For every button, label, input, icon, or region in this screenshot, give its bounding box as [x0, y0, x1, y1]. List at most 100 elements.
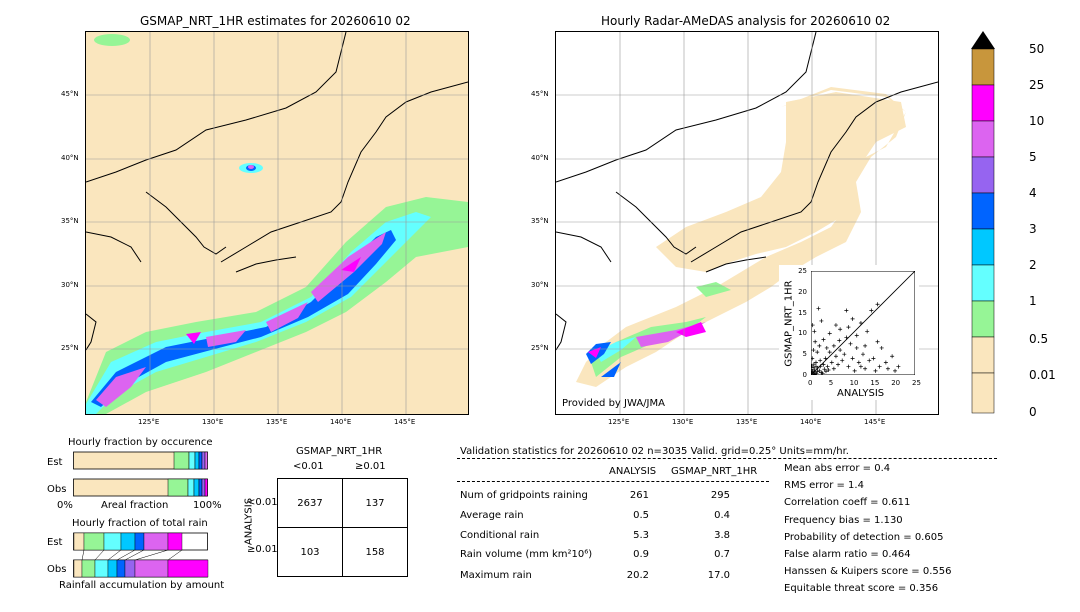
occurrence-bars: [73, 451, 208, 497]
scatter-point: [871, 356, 876, 361]
colorbar-label: 50: [1029, 42, 1045, 56]
scatter-point: [833, 323, 838, 328]
scatter-point: [813, 339, 818, 344]
lat-label: 40°N: [531, 154, 549, 162]
lat-label: 35°N: [531, 217, 549, 225]
lon-label: 140°E: [330, 418, 352, 426]
scatter-point: [873, 368, 878, 373]
scatter-point: [815, 365, 820, 370]
scatter-point: [838, 348, 843, 353]
scatter-point: [858, 321, 863, 325]
analysis-value: 261: [629, 490, 649, 501]
scatter-y-tick: 10: [798, 329, 807, 338]
scatter-point: [811, 367, 814, 372]
scatter-point: [827, 350, 832, 355]
scatter-point: [813, 360, 818, 365]
colorbar-label: 0.01: [1029, 368, 1056, 382]
contingency-col-ge: ≥0.01: [355, 461, 386, 472]
contingency-table: 2637 137 103 158: [277, 478, 408, 577]
lon-label: 145°E: [864, 418, 886, 426]
row-label: Conditional rain: [460, 530, 540, 541]
contingency-title: GSMAP_NRT_1HR: [296, 446, 383, 457]
scatter-plot: [811, 271, 915, 375]
colorbar-label: 3: [1029, 222, 1037, 236]
scatter-point: [840, 358, 845, 363]
lat-label: 45°N: [61, 90, 79, 98]
scatter-point: [863, 343, 868, 348]
scatter-point: [879, 345, 884, 350]
scatter-x-ticks: 0 5 10 15 20 25: [806, 379, 921, 389]
scatter-point: [852, 368, 857, 373]
validation-header: Validation statistics for 20260610 02 n=…: [460, 446, 849, 457]
scatter-point: [837, 338, 842, 343]
cell-hit: 158: [342, 527, 408, 577]
scatter-point: [818, 358, 823, 363]
scatter-point: [883, 360, 888, 365]
scatter-point: [875, 302, 880, 307]
lon-label: 135°E: [736, 418, 758, 426]
scatter-point: [844, 308, 849, 313]
scatter-point: [826, 368, 831, 373]
gsmap-value: 3.8: [714, 530, 730, 541]
col-analysis-header: ANALYSIS: [609, 466, 657, 477]
scatter-point: [829, 360, 834, 365]
scatter-point: [850, 316, 855, 321]
scatter-point: [863, 366, 868, 371]
lon-label: 135°E: [266, 418, 288, 426]
lat-label: 25°N: [531, 344, 549, 352]
scatter-point: [854, 345, 859, 350]
scatter-y-tick: 20: [798, 287, 807, 296]
scatter-point: [821, 362, 826, 367]
score-mae: Mean abs error = 0.4: [784, 463, 891, 474]
row-label: Maximum rain: [460, 570, 532, 581]
scatter-point: [836, 362, 841, 367]
analysis-value: 0.5: [633, 510, 649, 521]
colorbar-label: 1: [1029, 294, 1037, 308]
scatter-point: [811, 370, 814, 375]
lon-label: 125°E: [138, 418, 160, 426]
radar-analysis-map: Provided by JWA/JMA: [555, 31, 939, 415]
score-correlation: Correlation coeff = 0.611: [784, 497, 911, 508]
scatter-y-tick: 25: [798, 267, 807, 275]
scatter-point: [848, 341, 853, 346]
occurrence-title: Hourly fraction by occurence: [68, 437, 213, 448]
scatter-point: [846, 364, 851, 369]
scatter-point: [820, 371, 825, 375]
gsmap-value: 0.7: [714, 549, 730, 560]
accumulation-caption: Rainfall accumulation by amount: [59, 580, 225, 591]
scatter-y-tick: 0: [802, 371, 807, 379]
row-label: Rain volume (mm km²10⁶): [460, 549, 593, 560]
scatter-point: [846, 325, 851, 330]
scatter-point: [812, 329, 817, 334]
scatter-point: [811, 362, 816, 367]
scatter-point: [823, 356, 828, 361]
gsmap-precip-field: [86, 32, 468, 414]
scatter-point: [823, 369, 828, 374]
gsmap-value: 0.4: [714, 510, 730, 521]
lon-label: 130°E: [202, 418, 224, 426]
colorbar-label: 10: [1029, 114, 1045, 128]
scatter-point: [861, 352, 865, 357]
scatter-point: [817, 368, 822, 373]
scatter-point: [885, 366, 890, 371]
colorbar-label: 4: [1029, 186, 1037, 200]
scatter-point: [831, 366, 836, 371]
scatter-y-tick: 5: [802, 350, 807, 359]
total-rain-title: Hourly fraction of total rain: [72, 518, 208, 529]
score-pod: Probability of detection = 0.605: [784, 532, 944, 543]
score-ets: Equitable threat score = 0.356: [784, 583, 939, 594]
scatter-point: [824, 345, 829, 350]
score-frequency-bias: Frequency bias = 1.130: [784, 515, 903, 526]
total-rain-bars: [73, 532, 209, 578]
colorbar-label: 2: [1029, 258, 1037, 272]
axis-mid-label: Areal fraction: [101, 500, 169, 511]
scatter-point: [842, 352, 847, 357]
lat-label: 40°N: [61, 154, 79, 162]
scatter-point: [811, 323, 815, 328]
scatter-x-label: ANALYSIS: [837, 388, 885, 399]
scatter-point: [831, 343, 836, 348]
scatter-point: [817, 343, 822, 348]
gsmap-estimate-map: [85, 31, 469, 415]
lat-label: 35°N: [61, 217, 79, 225]
scatter-point: [814, 371, 819, 375]
